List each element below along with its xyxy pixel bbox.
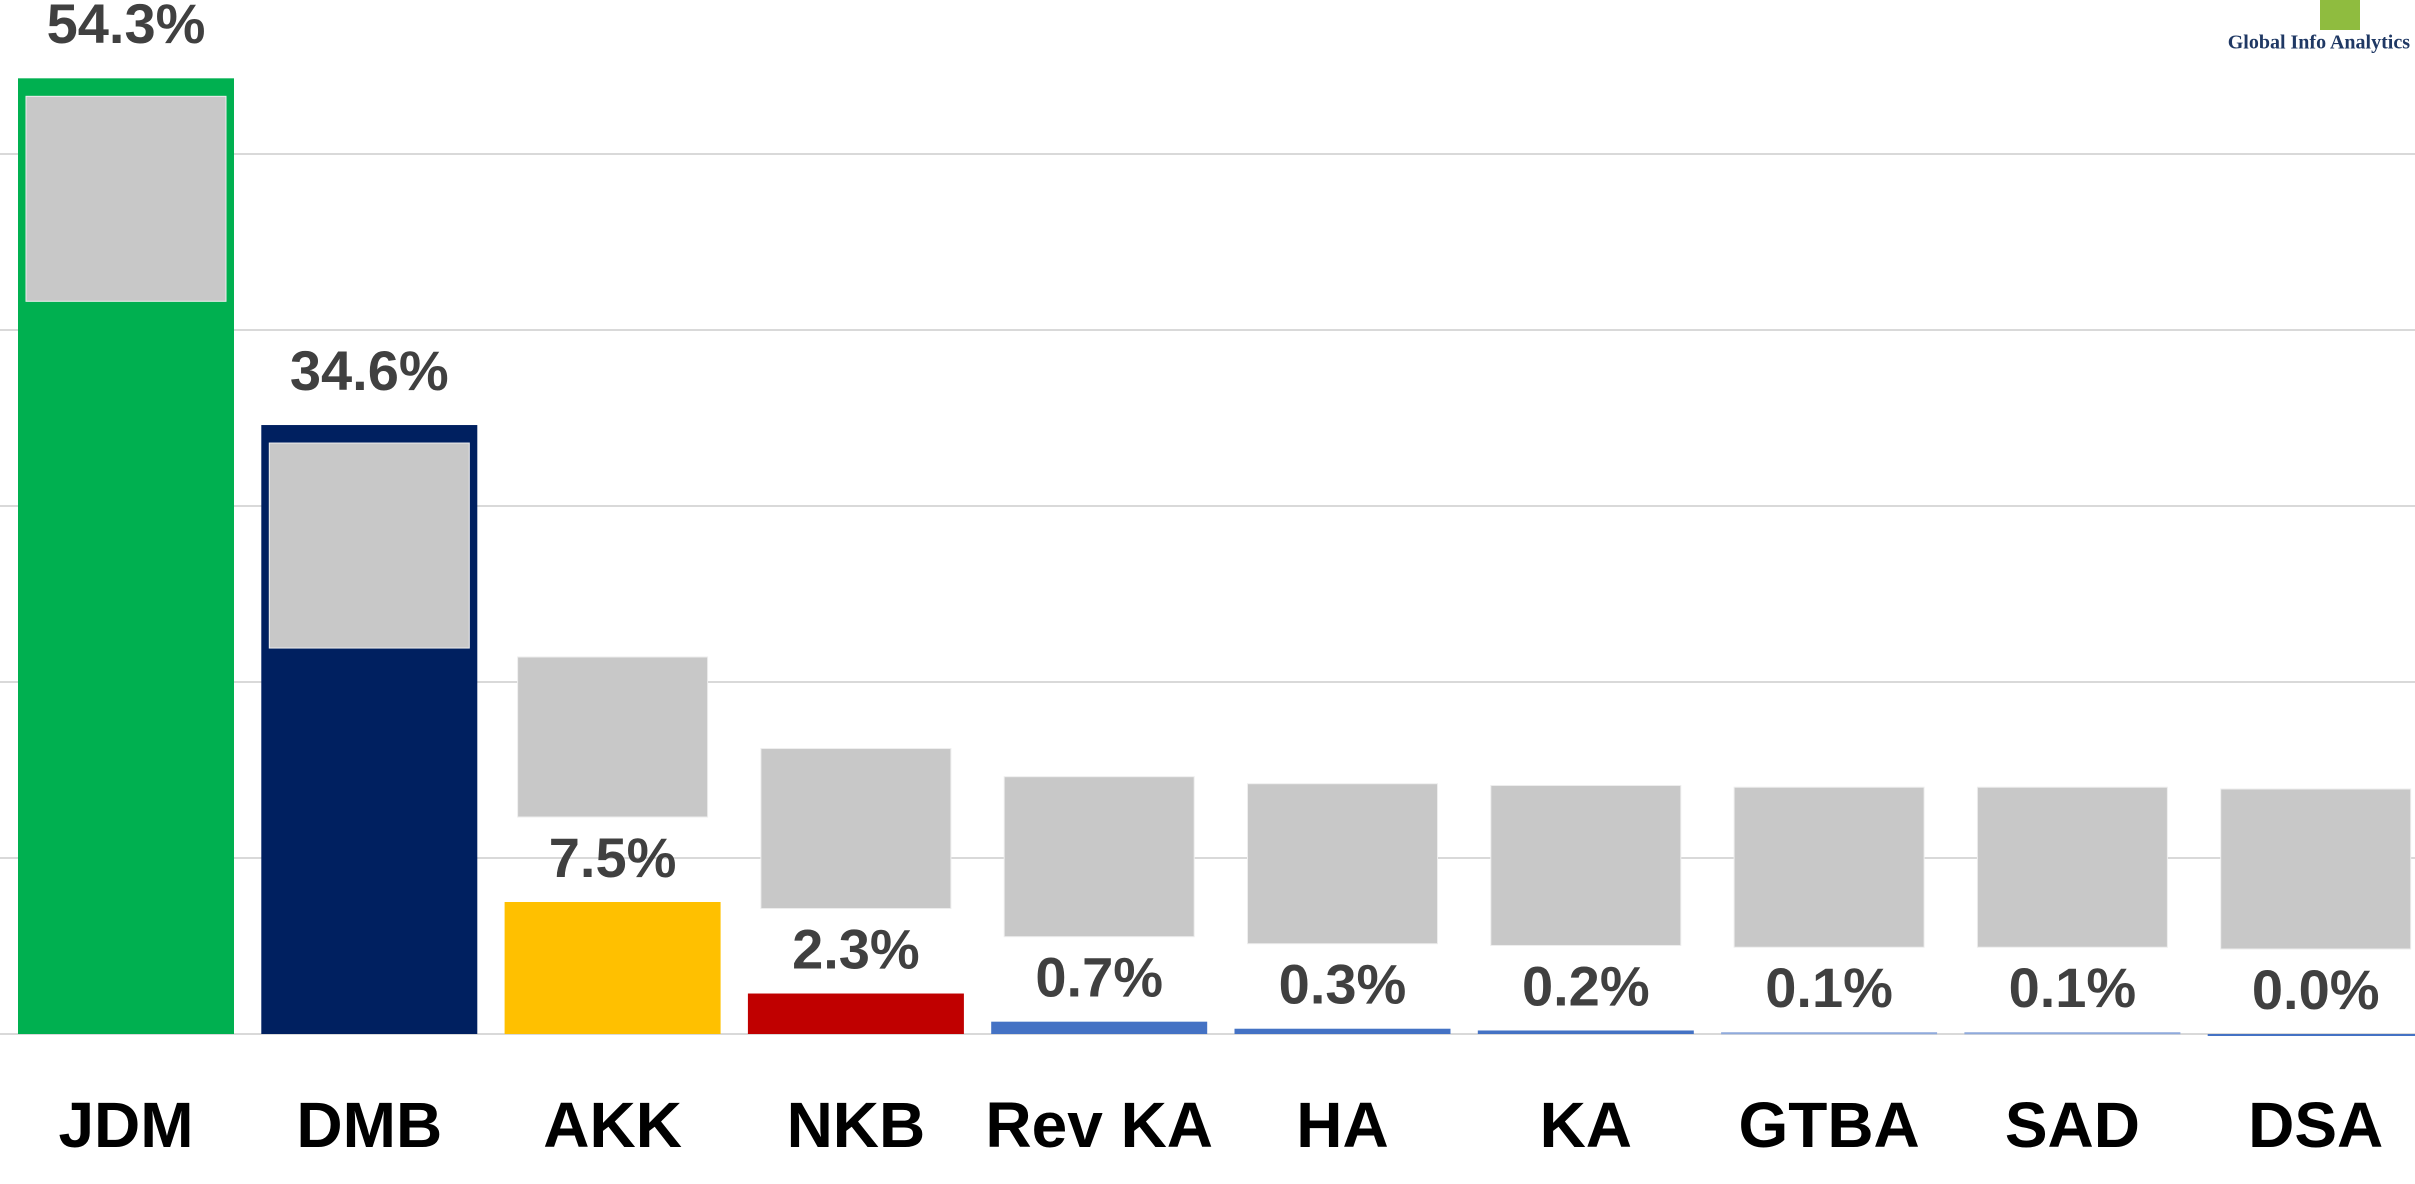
candidate-photo xyxy=(1491,785,1681,945)
bar xyxy=(1478,1030,1694,1034)
x-tick-label: DMB xyxy=(296,1089,442,1161)
candidate-photo xyxy=(2221,789,2411,949)
candidate-photo xyxy=(269,443,469,648)
value-label: 0.0% xyxy=(2252,958,2380,1021)
candidate-photo xyxy=(1004,777,1194,937)
logo-text: Global Info Analytics xyxy=(2228,32,2410,54)
x-tick-label: HA xyxy=(1296,1089,1388,1161)
value-label: 0.7% xyxy=(1035,945,1163,1008)
x-tick-label: Rev KA xyxy=(985,1089,1213,1161)
value-label: 0.1% xyxy=(1765,956,1893,1019)
logo-icon xyxy=(2320,0,2360,30)
x-tick-label: KA xyxy=(1540,1089,1632,1161)
bar xyxy=(748,994,964,1034)
bar xyxy=(2208,1034,2415,1036)
candidate-photo xyxy=(761,749,951,909)
x-tick-label: NKB xyxy=(787,1089,926,1161)
x-tick-label: GTBA xyxy=(1738,1089,1919,1161)
value-label: 0.3% xyxy=(1279,953,1407,1016)
bar xyxy=(1964,1032,2180,1034)
value-label: 34.6% xyxy=(290,339,449,402)
x-tick-label: DSA xyxy=(2248,1089,2383,1161)
value-label: 54.3% xyxy=(47,0,206,55)
value-label: 0.1% xyxy=(2009,956,2137,1019)
x-tick-label: AKK xyxy=(543,1089,682,1161)
chart: Global Info Analytics 54.3% JDM 34.6% DMB 7.… xyxy=(0,0,2415,1184)
candidate-photo xyxy=(26,96,226,301)
value-label: 2.3% xyxy=(792,917,920,980)
bar xyxy=(1721,1032,1937,1034)
candidate-photo xyxy=(1734,787,1924,947)
value-label: 7.5% xyxy=(549,826,677,889)
candidate-photo xyxy=(518,657,708,817)
value-label: 0.2% xyxy=(1522,954,1650,1017)
bar xyxy=(505,902,721,1034)
x-tick-label: SAD xyxy=(2005,1089,2140,1161)
candidate-photo xyxy=(1248,784,1438,944)
x-tick-label: JDM xyxy=(58,1089,193,1161)
bar xyxy=(1235,1029,1451,1034)
page: Global Info Analytics 54.3% JDM 34.6% DMB 7.… xyxy=(0,0,2415,1184)
candidate-photo xyxy=(1977,787,2167,947)
bar xyxy=(991,1022,1207,1034)
